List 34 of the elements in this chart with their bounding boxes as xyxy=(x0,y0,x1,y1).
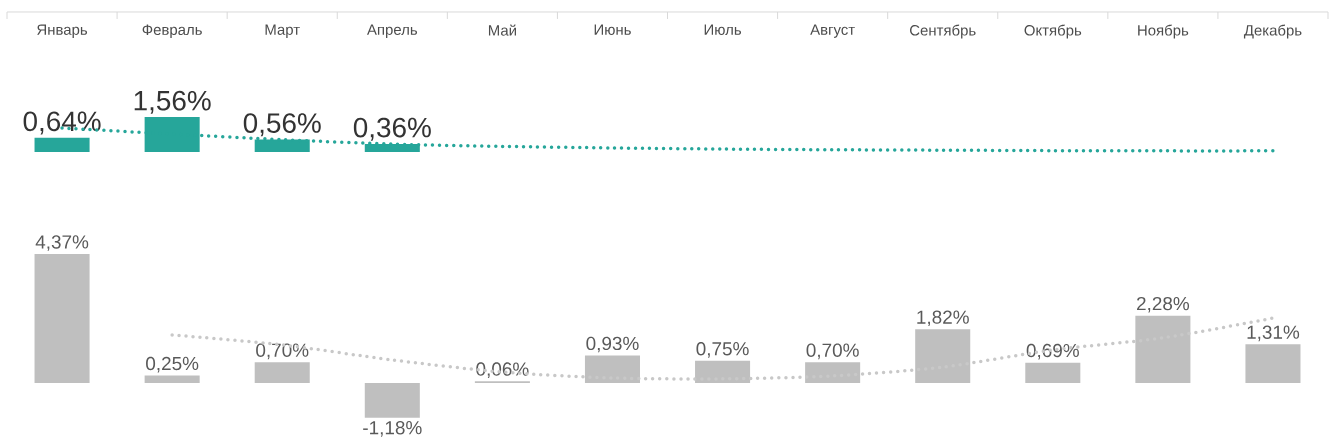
data-label: -1,18% xyxy=(363,420,422,437)
data-label: 2,28% xyxy=(1137,296,1190,313)
bar xyxy=(364,382,420,418)
data-label: 0,93% xyxy=(586,336,639,353)
data-label: 0,70% xyxy=(806,343,859,360)
x-tick-label: Апрель xyxy=(366,24,418,38)
bar xyxy=(1245,344,1301,383)
x-tick-label: Ноябрь xyxy=(1138,24,1189,39)
data-label: 0,75% xyxy=(696,342,749,358)
bar xyxy=(34,254,90,383)
data-label: 0,64% xyxy=(23,111,101,135)
x-tick-label: Июль xyxy=(704,24,742,35)
data-label: 4,37% xyxy=(35,235,89,251)
data-label: 0,56% xyxy=(243,113,321,137)
bar xyxy=(34,137,90,152)
x-tick-label: Октябрь xyxy=(1024,24,1082,39)
bar xyxy=(254,362,310,383)
data-label: 1,56% xyxy=(134,90,211,114)
x-tick-label: Сентябрь xyxy=(910,24,976,39)
x-tick-label: Март xyxy=(265,24,300,38)
x-tick-label: Май xyxy=(488,24,516,36)
x-tick-label: Январь xyxy=(37,24,88,38)
x-tick-label: Декабрь xyxy=(1243,24,1302,39)
x-tick-label: Август xyxy=(810,24,855,38)
x-tick-label: Февраль xyxy=(142,24,202,38)
data-label: 0,06% xyxy=(476,362,529,379)
data-label: 0,69% xyxy=(1026,343,1079,360)
bar xyxy=(1025,362,1081,383)
data-label: 1,31% xyxy=(1247,325,1300,342)
data-label: 0,25% xyxy=(146,356,199,373)
bar xyxy=(144,375,200,383)
data-label: 1,82% xyxy=(917,310,969,327)
x-tick-label: Июнь xyxy=(594,24,631,35)
data-label: 0,36% xyxy=(353,117,431,141)
